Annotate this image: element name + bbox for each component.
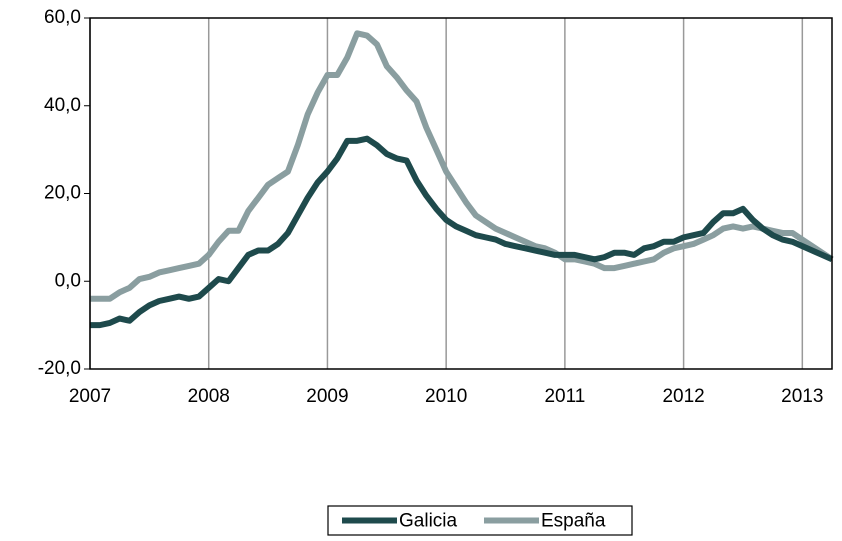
- legend-label: España: [541, 511, 606, 532]
- x-tick-label: 2010: [425, 386, 467, 407]
- x-tick-label: 2009: [306, 386, 348, 407]
- y-tick-label: 40,0: [44, 95, 81, 116]
- series-line: [90, 30, 834, 302]
- x-tick-label: 2013: [781, 386, 823, 407]
- y-tick-label: 20,0: [44, 183, 81, 204]
- x-tick-label: 2012: [662, 386, 704, 407]
- x-tick-label: 2007: [69, 386, 111, 407]
- x-tick-label: 2008: [188, 386, 230, 407]
- plot-border: [89, 17, 833, 370]
- y-tick-label: -20,0: [38, 358, 81, 379]
- y-tick-label: 60,0: [44, 7, 81, 28]
- series-line: [90, 135, 834, 329]
- y-tick-label: 0,0: [55, 270, 81, 291]
- x-tick-label: 2011: [544, 386, 585, 407]
- legend-label: Galicia: [399, 511, 458, 532]
